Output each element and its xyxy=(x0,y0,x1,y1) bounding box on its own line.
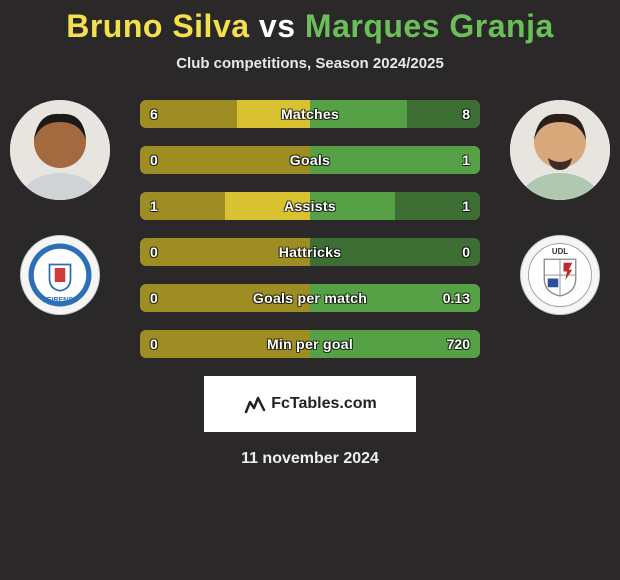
player2-club-badge: UDL xyxy=(520,235,600,315)
svg-text:UDL: UDL xyxy=(552,247,568,256)
vs-text: vs xyxy=(259,8,296,44)
player1-value: 0 xyxy=(150,336,158,352)
player2-value: 1 xyxy=(462,198,470,214)
svg-text:FEIRENSE: FEIRENSE xyxy=(42,297,77,304)
player2-value: 8 xyxy=(462,106,470,122)
stat-label: Goals per match xyxy=(253,290,367,306)
player1-club-badge: FEIRENSE xyxy=(20,235,100,315)
stat-label: Hattricks xyxy=(279,244,342,260)
logo-icon xyxy=(243,392,267,416)
player2-name: Marques Granja xyxy=(305,8,554,44)
stat-bars: Matches68Goals01Assists11Hattricks00Goal… xyxy=(140,100,480,358)
subtitle: Club competitions, Season 2024/2025 xyxy=(0,55,620,72)
stat-row: Min per goal 0 720 xyxy=(140,330,480,358)
date-text: 11 november 2024 xyxy=(0,450,620,468)
stat-row: Goals per match 0 0.13 xyxy=(140,284,480,312)
stat-row: Hattricks 0 0 xyxy=(140,238,480,266)
player1-value: 0 xyxy=(150,152,158,168)
branding-text: FcTables.com xyxy=(271,395,377,413)
stat-label: Goals xyxy=(290,152,330,168)
player1-name: Bruno Silva xyxy=(66,8,249,44)
person-icon xyxy=(510,100,610,200)
club-crest-icon: FEIRENSE xyxy=(25,240,95,310)
player2-value: 720 xyxy=(447,336,470,352)
player2-value: 0.13 xyxy=(443,290,470,306)
comparison-panel: FEIRENSE UDL Matches 6 8 Goals 0 1 Assists 1 1 Ha… xyxy=(0,100,620,358)
player1-value: 0 xyxy=(150,290,158,306)
stat-label: Min per goal xyxy=(267,336,353,352)
branding-badge: FcTables.com xyxy=(204,376,416,432)
player2-avatar xyxy=(510,100,610,200)
player2-value: 0 xyxy=(462,244,470,260)
player2-value: 1 xyxy=(462,152,470,168)
player1-value: 6 xyxy=(150,106,158,122)
person-icon xyxy=(10,100,110,200)
player1-value: 1 xyxy=(150,198,158,214)
club-crest-icon: UDL xyxy=(525,240,595,310)
player1-value: 0 xyxy=(150,244,158,260)
stat-label: Assists xyxy=(284,198,336,214)
comparison-title: Bruno Silva vs Marques Granja xyxy=(0,0,620,45)
stat-label: Matches xyxy=(281,106,339,122)
stat-row: Goals 0 1 xyxy=(140,146,480,174)
stat-row: Assists 1 1 xyxy=(140,192,480,220)
stat-row: Matches 6 8 xyxy=(140,100,480,128)
player1-avatar xyxy=(10,100,110,200)
